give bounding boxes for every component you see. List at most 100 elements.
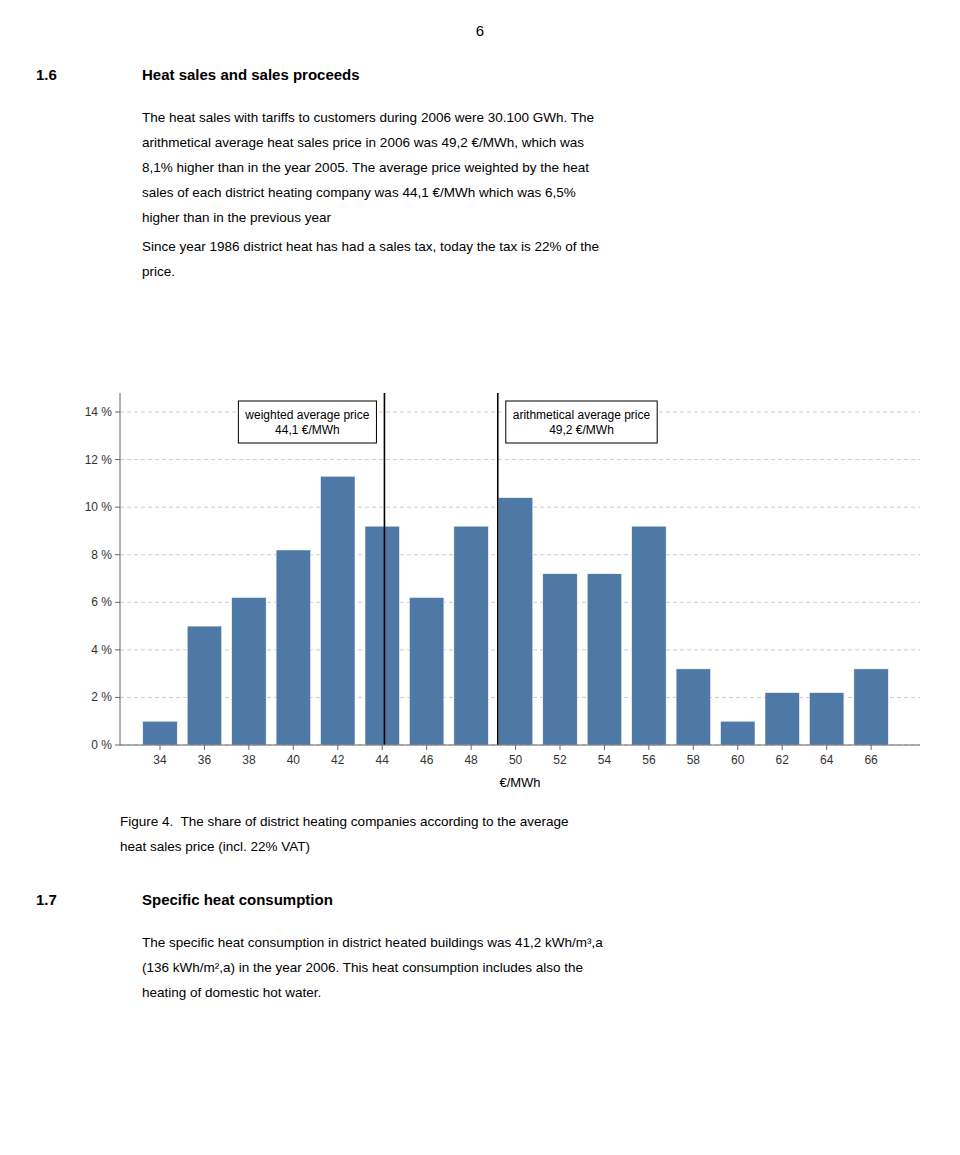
bar (765, 693, 799, 745)
x-tick-label: 60 (731, 753, 745, 767)
bar (854, 669, 888, 745)
bar (587, 574, 621, 745)
bar (676, 669, 710, 745)
y-tick-label: 14 % (85, 405, 113, 419)
bar (321, 476, 355, 745)
y-tick (115, 649, 120, 650)
y-tick (115, 602, 120, 603)
average-line (497, 393, 499, 745)
y-tick (115, 697, 120, 698)
grid-line (120, 745, 920, 746)
x-tick (293, 745, 294, 750)
body-text: sales of each district heating company w… (142, 185, 576, 200)
annotation-text: 44,1 €/MWh (275, 423, 340, 437)
y-tick (115, 412, 120, 413)
x-tick (471, 745, 472, 750)
x-tick-label: 42 (331, 753, 345, 767)
x-tick-label: 56 (642, 753, 656, 767)
x-tick-label: 36 (198, 753, 212, 767)
y-tick (115, 745, 120, 746)
bar (276, 550, 310, 745)
bar (498, 498, 532, 745)
x-tick-label: 54 (598, 753, 612, 767)
bar (187, 626, 221, 745)
x-axis-label: €/MWh (499, 775, 540, 790)
annotation-text: arithmetical average price (513, 408, 651, 422)
body-text: heating of domestic hot water. (142, 985, 321, 1000)
x-tick (648, 745, 649, 750)
bar (721, 721, 755, 745)
annotation-text: weighted average price (244, 408, 369, 422)
x-tick-label: 62 (776, 753, 790, 767)
figure-caption: Figure 4. The share of district heating … (120, 814, 569, 829)
x-axis-line (120, 745, 920, 746)
body-text: The heat sales with tariffs to customers… (142, 110, 594, 125)
section-number: 1.7 (36, 891, 57, 908)
section-title: Specific heat consumption (142, 891, 333, 908)
body-text: price. (142, 264, 175, 279)
x-tick (871, 745, 872, 750)
page-number: 6 (476, 22, 484, 39)
bar (809, 693, 843, 745)
bar (232, 598, 266, 745)
x-tick-label: 50 (509, 753, 523, 767)
x-tick-label: 46 (420, 753, 434, 767)
grid-line (120, 459, 920, 460)
x-tick (160, 745, 161, 750)
x-tick (426, 745, 427, 750)
x-tick-label: 38 (242, 753, 256, 767)
y-tick-label: 4 % (91, 643, 112, 657)
annotation: arithmetical average price49,2 €/MWh (506, 401, 657, 443)
x-tick (337, 745, 338, 750)
x-tick (248, 745, 249, 750)
x-tick (204, 745, 205, 750)
bar (365, 526, 399, 745)
x-tick-label: 34 (153, 753, 167, 767)
y-tick-label: 10 % (85, 500, 113, 514)
x-tick-label: 40 (287, 753, 301, 767)
x-tick (693, 745, 694, 750)
y-tick-label: 6 % (91, 595, 112, 609)
bar (454, 526, 488, 745)
body-text: The specific heat consumption in distric… (142, 935, 603, 950)
x-tick-label: 66 (864, 753, 878, 767)
y-tick (115, 459, 120, 460)
body-text: arithmetical average heat sales price in… (142, 135, 584, 150)
section-number: 1.6 (36, 66, 57, 83)
x-tick (382, 745, 383, 750)
y-tick-label: 2 % (91, 690, 112, 704)
annotation-text: 49,2 €/MWh (549, 423, 614, 437)
page: 61.6Heat sales and sales proceedsThe hea… (0, 0, 960, 1155)
figure-caption: heat sales price (incl. 22% VAT) (120, 839, 310, 854)
bar (543, 574, 577, 745)
x-tick-label: 58 (687, 753, 701, 767)
bar (143, 721, 177, 745)
x-tick (515, 745, 516, 750)
bar (409, 598, 443, 745)
chart: 0 % 2 % 4 % 6 % 8 % 10 % 12 % 14 % 34 36 38 40 42 44 4… (85, 393, 920, 790)
x-tick (604, 745, 605, 750)
y-tick (115, 507, 120, 508)
x-tick-label: 52 (553, 753, 567, 767)
body-text: (136 kWh/m²,a) in the year 2006. This he… (142, 960, 583, 975)
x-tick (826, 745, 827, 750)
annotation-box (238, 401, 376, 443)
y-tick (115, 554, 120, 555)
annotation-box (506, 401, 657, 443)
plot-area (143, 393, 889, 745)
x-tick (782, 745, 783, 750)
x-tick (737, 745, 738, 750)
annotation: weighted average price44,1 €/MWh (238, 401, 376, 443)
x-tick (560, 745, 561, 750)
y-tick-label: 8 % (91, 548, 112, 562)
x-tick-label: 64 (820, 753, 834, 767)
y-tick-label: 12 % (85, 453, 113, 467)
body-text: Since year 1986 district heat has had a … (142, 239, 599, 254)
y-axis-line (120, 393, 121, 745)
x-tick-label: 44 (376, 753, 390, 767)
bar (632, 526, 666, 745)
body-text: higher than in the previous year (142, 210, 332, 225)
average-line (384, 393, 386, 745)
y-tick-label: 0 % (91, 738, 112, 752)
body-text: 8,1% higher than in the year 2005. The a… (142, 160, 589, 175)
